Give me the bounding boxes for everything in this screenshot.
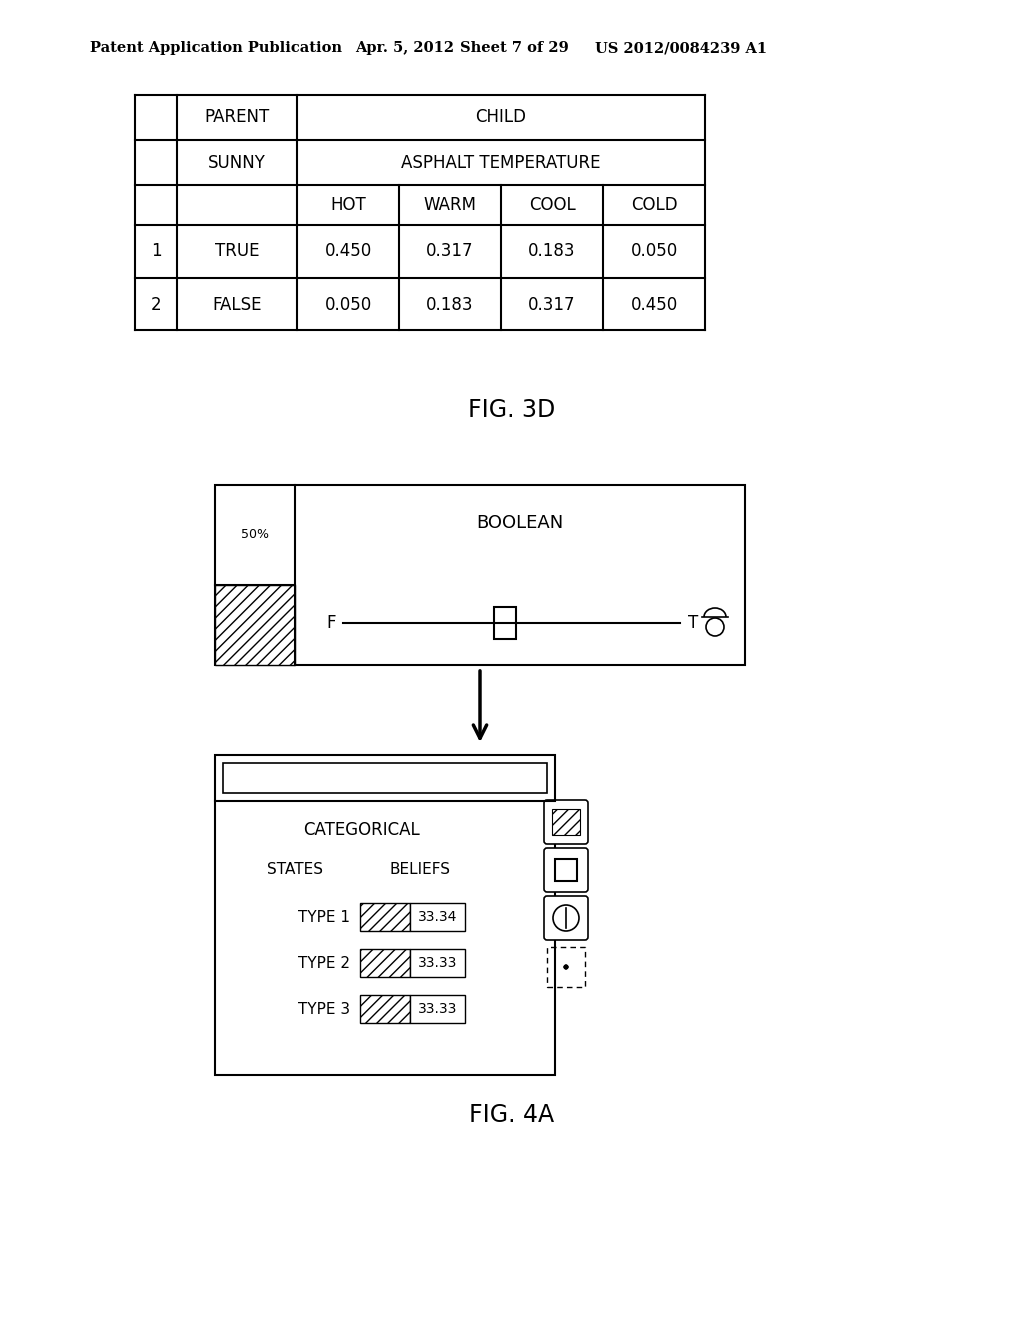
Text: STATES: STATES xyxy=(267,862,323,878)
Bar xyxy=(223,763,547,793)
Text: TYPE 2: TYPE 2 xyxy=(298,956,350,970)
Text: 0.050: 0.050 xyxy=(631,243,678,260)
Bar xyxy=(494,607,516,639)
Text: 0.050: 0.050 xyxy=(325,296,372,314)
Bar xyxy=(215,585,295,665)
Text: 0.317: 0.317 xyxy=(426,243,474,260)
Text: COLD: COLD xyxy=(631,195,677,214)
Text: BELIEFS: BELIEFS xyxy=(389,862,451,878)
Text: 0.450: 0.450 xyxy=(325,243,372,260)
FancyBboxPatch shape xyxy=(544,800,588,843)
Text: F: F xyxy=(327,614,336,632)
Text: HOT: HOT xyxy=(330,195,366,214)
Text: US 2012/0084239 A1: US 2012/0084239 A1 xyxy=(595,41,767,55)
Bar xyxy=(547,946,585,987)
Bar xyxy=(360,949,410,977)
Text: CHILD: CHILD xyxy=(475,108,526,127)
Text: Patent Application Publication: Patent Application Publication xyxy=(90,41,342,55)
Text: CATEGORICAL: CATEGORICAL xyxy=(303,821,420,840)
Text: SUNNY: SUNNY xyxy=(208,153,266,172)
Text: TYPE 3: TYPE 3 xyxy=(298,1002,350,1016)
Text: Apr. 5, 2012: Apr. 5, 2012 xyxy=(355,41,454,55)
Text: 2: 2 xyxy=(151,296,162,314)
Text: Sheet 7 of 29: Sheet 7 of 29 xyxy=(460,41,568,55)
Text: 0.183: 0.183 xyxy=(426,296,474,314)
Text: ASPHALT TEMPERATURE: ASPHALT TEMPERATURE xyxy=(401,153,601,172)
Text: T: T xyxy=(688,614,698,632)
Text: 50%: 50% xyxy=(241,528,269,541)
Text: 0.317: 0.317 xyxy=(528,296,575,314)
Bar xyxy=(215,755,555,1074)
Text: FIG. 3D: FIG. 3D xyxy=(468,399,556,422)
Bar xyxy=(360,995,410,1023)
Text: 33.33: 33.33 xyxy=(418,1002,457,1016)
Text: TRUE: TRUE xyxy=(215,243,259,260)
Bar xyxy=(552,809,580,836)
Text: TYPE 1: TYPE 1 xyxy=(298,909,350,924)
Text: FIG. 4A: FIG. 4A xyxy=(469,1104,555,1127)
Bar xyxy=(410,903,465,931)
Bar xyxy=(360,903,410,931)
Text: COOL: COOL xyxy=(528,195,575,214)
Bar xyxy=(555,859,577,880)
Text: 33.34: 33.34 xyxy=(418,909,457,924)
Text: BOOLEAN: BOOLEAN xyxy=(476,513,563,532)
Text: PARENT: PARENT xyxy=(205,108,269,127)
Text: 33.33: 33.33 xyxy=(418,956,457,970)
Text: 0.450: 0.450 xyxy=(631,296,678,314)
Text: FALSE: FALSE xyxy=(212,296,262,314)
Bar xyxy=(215,484,745,665)
Bar xyxy=(410,949,465,977)
Text: 1: 1 xyxy=(151,243,162,260)
FancyBboxPatch shape xyxy=(544,847,588,892)
Text: 0.183: 0.183 xyxy=(528,243,575,260)
Bar xyxy=(410,995,465,1023)
Text: WARM: WARM xyxy=(424,195,476,214)
FancyBboxPatch shape xyxy=(544,896,588,940)
